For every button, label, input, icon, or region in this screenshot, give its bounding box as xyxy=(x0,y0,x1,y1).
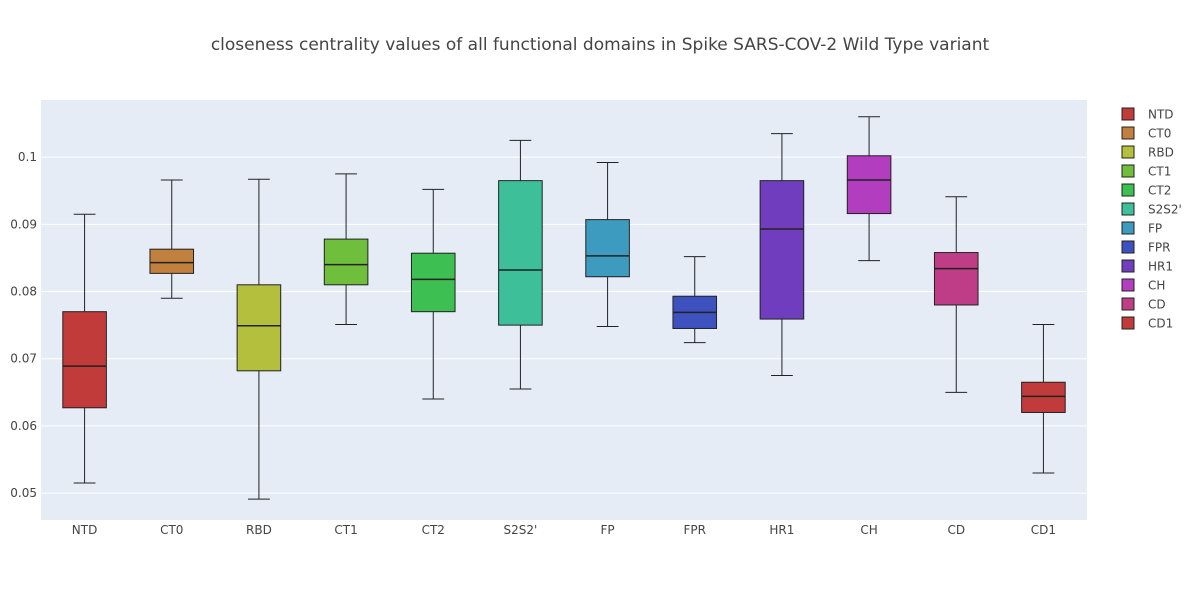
box-ct0[interactable] xyxy=(149,179,195,299)
legend-label: S2S2' xyxy=(1148,203,1182,217)
y-tick-label: 0.1 xyxy=(18,150,37,164)
legend-swatch xyxy=(1121,278,1135,292)
legend-item-ct0[interactable]: CT0 xyxy=(1121,126,1171,141)
legend-item-cd[interactable]: CD xyxy=(1121,297,1166,312)
x-tick-label: CD1 xyxy=(1031,523,1056,537)
legend-swatch xyxy=(1121,183,1135,197)
box-iqr xyxy=(846,155,892,215)
legend-item-s2s2[interactable]: S2S2' xyxy=(1121,202,1182,217)
legend-swatch xyxy=(1121,164,1135,178)
x-tick-label: S2S2' xyxy=(504,523,538,537)
legend-item-cd1[interactable]: CD1 xyxy=(1121,316,1173,331)
box-fpr[interactable] xyxy=(672,256,718,344)
legend-swatch xyxy=(1121,107,1135,121)
legend-item-ntd[interactable]: NTD xyxy=(1121,107,1174,122)
legend-item-fp[interactable]: FP xyxy=(1121,221,1162,236)
legend-label: CT0 xyxy=(1148,127,1171,141)
legend-item-rbd[interactable]: RBD xyxy=(1121,145,1174,160)
x-tick-label: CT1 xyxy=(334,523,357,537)
legend-label: CD xyxy=(1148,298,1166,312)
plot-area xyxy=(41,100,1087,520)
x-axis-ticks: NTD CT0 RBD CT1 CT2 S2S2' FP FPR HR1 CH CD CD1 xyxy=(72,523,1056,537)
box-fp[interactable] xyxy=(585,161,630,327)
box-iqr xyxy=(62,311,107,409)
legend-label: CD1 xyxy=(1148,317,1173,331)
box-ntd[interactable] xyxy=(62,213,107,484)
y-tick-label: 0.08 xyxy=(10,285,37,299)
legend-swatch xyxy=(1121,202,1135,216)
legend-label: FPR xyxy=(1148,241,1170,255)
box-cd[interactable] xyxy=(933,196,979,393)
box-iqr xyxy=(1021,381,1066,413)
y-tick-label: 0.07 xyxy=(10,352,37,366)
legend-item-ch[interactable]: CH xyxy=(1121,278,1165,293)
chart-title: closeness centrality values of all funct… xyxy=(211,35,990,55)
legend-item-ct1[interactable]: CT1 xyxy=(1121,164,1171,179)
legend-label: RBD xyxy=(1148,146,1174,160)
legend-swatch xyxy=(1121,240,1135,254)
x-tick-label: CT0 xyxy=(160,523,183,537)
x-tick-label: FP xyxy=(601,523,615,537)
legend-swatch xyxy=(1121,145,1135,159)
x-tick-label: HR1 xyxy=(769,523,794,537)
y-axis-ticks: 0.05 0.06 0.07 0.08 0.09 0.1 xyxy=(10,150,37,500)
box-rbd[interactable] xyxy=(236,178,282,500)
boxes xyxy=(62,116,1066,500)
x-tick-label: CT2 xyxy=(422,523,445,537)
legend-label: HR1 xyxy=(1148,260,1173,274)
box-iqr xyxy=(149,248,195,274)
box-cd1[interactable] xyxy=(1021,323,1066,474)
x-tick-label: CH xyxy=(860,523,877,537)
legend-swatch xyxy=(1121,221,1135,235)
legend-item-ct2[interactable]: CT2 xyxy=(1121,183,1171,198)
box-iqr xyxy=(498,180,543,326)
box-ch[interactable] xyxy=(846,116,892,262)
x-tick-label: FPR xyxy=(684,523,706,537)
y-tick-label: 0.09 xyxy=(10,217,37,231)
box-ct2[interactable] xyxy=(410,188,456,400)
x-tick-label: RBD xyxy=(246,523,272,537)
legend-swatch xyxy=(1121,316,1135,330)
box-hr1[interactable] xyxy=(759,133,805,377)
legend-label: NTD xyxy=(1148,108,1174,122)
x-tick-label: NTD xyxy=(72,523,98,537)
legend-item-fpr[interactable]: FPR xyxy=(1121,240,1170,255)
legend-swatch xyxy=(1121,259,1135,273)
box-iqr xyxy=(933,252,979,306)
box-s2s2[interactable] xyxy=(498,139,543,390)
y-tick-label: 0.06 xyxy=(10,419,37,433)
x-tick-label: CD xyxy=(947,523,965,537)
legend-label: CT2 xyxy=(1148,184,1171,198)
legend-label: CH xyxy=(1148,279,1165,293)
legend-label: FP xyxy=(1148,222,1162,236)
box-iqr xyxy=(759,180,805,320)
box-iqr xyxy=(410,252,456,313)
y-tick-label: 0.05 xyxy=(10,486,37,500)
legend-item-hr1[interactable]: HR1 xyxy=(1121,259,1173,274)
box-iqr xyxy=(323,238,369,286)
box-ct1[interactable] xyxy=(323,173,369,325)
legend-label: CT1 xyxy=(1148,165,1171,179)
legend-swatch xyxy=(1121,126,1135,140)
legend-swatch xyxy=(1121,297,1135,311)
legend[interactable]: NTD CT0 RBD CT1 CT2 S2S2' FP FPR HR1 CH CD CD1 xyxy=(1121,107,1182,331)
gridlines xyxy=(41,156,1087,494)
box-iqr xyxy=(236,284,282,372)
box-iqr xyxy=(585,219,630,278)
